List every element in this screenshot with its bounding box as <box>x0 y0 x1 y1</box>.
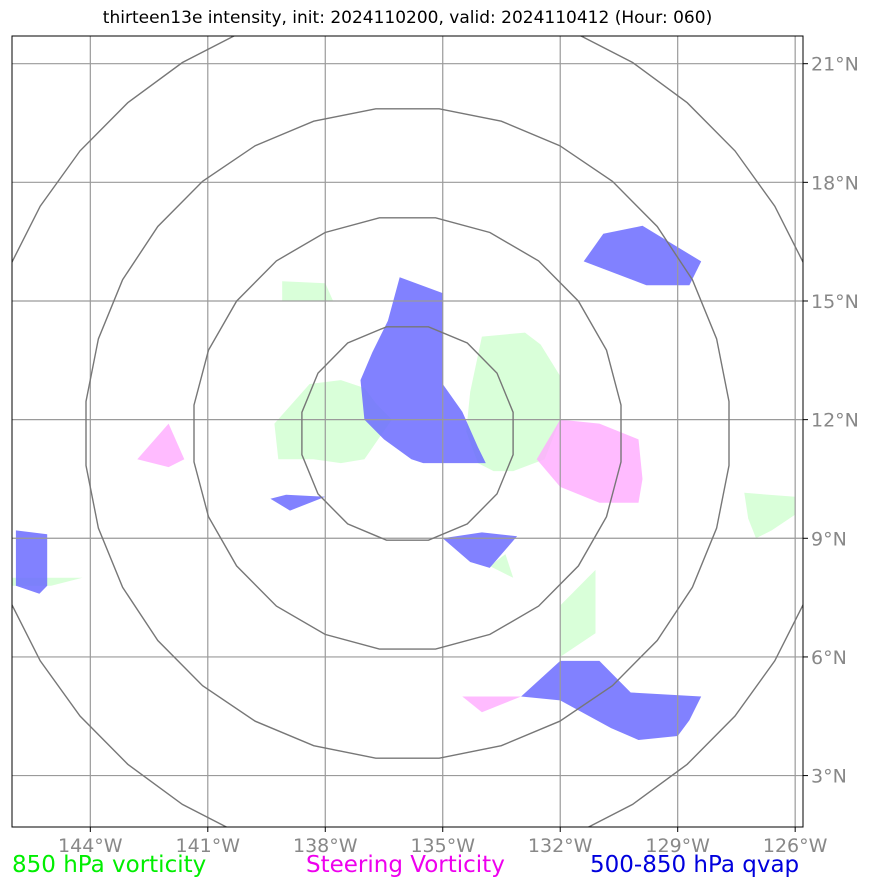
range-ring <box>193 217 622 650</box>
vorticity-850-region <box>282 281 334 301</box>
qvap-region <box>521 660 702 740</box>
range-ring <box>12 36 803 827</box>
steering-vorticity-region <box>137 423 185 468</box>
vorticity-850-region <box>744 492 796 539</box>
latitude-axis: 3°N 6°N 9°N 12°N 15°N 18°N 21°N <box>803 54 859 788</box>
x-tick-label: 132°W <box>528 835 593 857</box>
x-tick-label: 138°W <box>293 835 358 857</box>
y-tick-label: 15°N <box>811 291 859 313</box>
y-tick-label: 18°N <box>811 172 859 194</box>
steering-vorticity-region <box>462 696 522 713</box>
qvap-region <box>442 532 518 568</box>
map-title: thirteen13e intensity, init: 2024110200,… <box>102 8 713 28</box>
x-tick-label: 141°W <box>176 835 241 857</box>
qvap-region <box>270 494 326 511</box>
legend-850-vorticity: 850 hPa vorticity <box>12 852 207 878</box>
qvap-region <box>583 225 702 286</box>
range-ring <box>85 108 730 759</box>
x-tick-label: 144°W <box>58 835 123 857</box>
x-tick-label: 135°W <box>410 835 475 857</box>
field-layer <box>12 225 796 740</box>
vorticity-850-region <box>560 569 596 657</box>
range-ring <box>301 326 514 541</box>
y-tick-label: 21°N <box>811 54 859 76</box>
vorticity-850-region <box>274 380 392 464</box>
y-tick-label: 9°N <box>811 528 847 550</box>
range-rings <box>12 36 803 827</box>
y-tick-label: 6°N <box>811 647 847 669</box>
legend-steering-vorticity: Steering Vorticity <box>306 852 505 878</box>
y-tick-label: 3°N <box>811 766 847 788</box>
vorticity-850-region <box>489 554 514 578</box>
graticule <box>12 36 803 827</box>
x-tick-label: 126°W <box>763 835 828 857</box>
longitude-axis: 144°W 141°W 138°W 135°W 132°W 129°W 126°W <box>58 827 828 857</box>
map-frame <box>11 35 804 828</box>
qvap-region <box>15 530 48 594</box>
legend-qvap: 500-850 hPa qvap <box>590 852 800 878</box>
vorticity-850-region <box>466 332 561 472</box>
x-tick-label: 129°W <box>645 835 710 857</box>
y-tick-label: 12°N <box>811 410 859 432</box>
qvap-region <box>360 277 486 464</box>
